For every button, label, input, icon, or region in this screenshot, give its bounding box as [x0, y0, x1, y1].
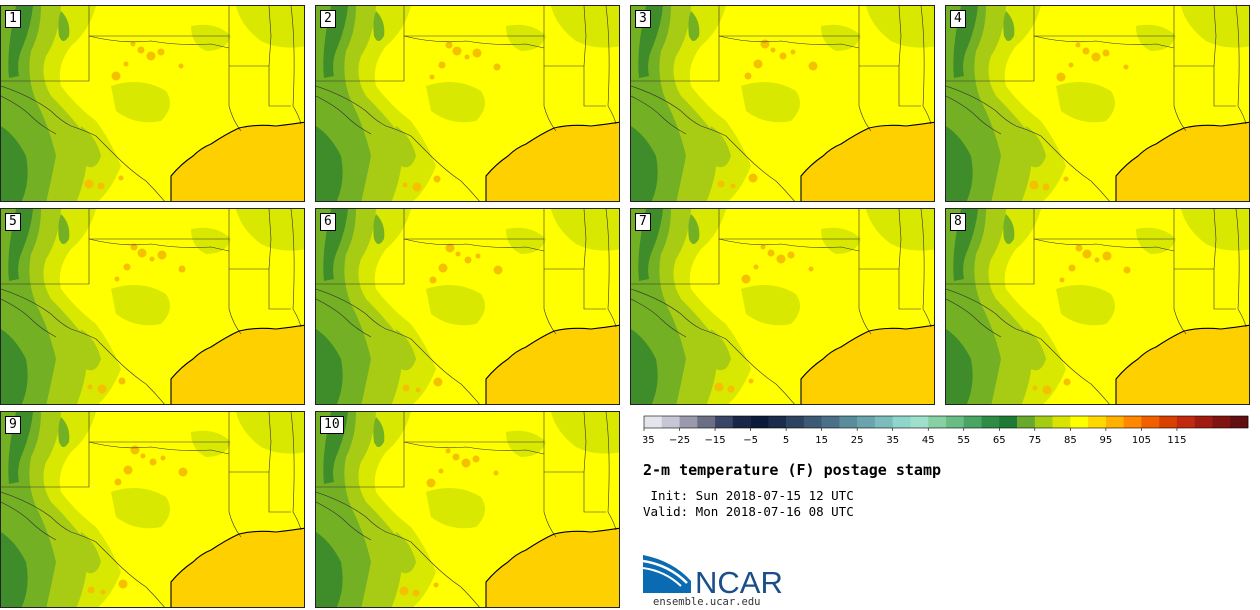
colorbar-segment [1052, 416, 1071, 428]
map-panel-4: 4 [945, 5, 1250, 202]
colorbar-segment [679, 416, 698, 428]
colorbar-segment [1070, 416, 1089, 428]
colorbar-segment [1034, 416, 1053, 428]
panel-number-label: 6 [320, 213, 336, 231]
colorbar-segment [1123, 416, 1142, 428]
map-canvas [631, 209, 934, 404]
map-canvas [946, 209, 1249, 404]
colorbar-segment [1017, 416, 1036, 428]
ncar-logo: NCAR [643, 555, 783, 595]
map-canvas [1, 6, 304, 201]
colorbar-segment [1159, 416, 1178, 428]
map-panel-8: 8 [945, 208, 1250, 405]
colorbar-segment [857, 416, 876, 428]
logo-url: ensemble.ucar.edu [653, 596, 761, 608]
colorbar-tick-label: −5 [743, 435, 758, 446]
colorbar-segment [821, 416, 840, 428]
colorbar-segment [1088, 416, 1107, 428]
colorbar-tick-label: −25 [669, 435, 690, 446]
map-canvas [631, 6, 934, 201]
colorbar-tick-label: 5 [783, 435, 789, 446]
colorbar-segment [892, 416, 911, 428]
map-panel-10: 10 [315, 411, 620, 608]
colorbar-tick-label: 15 [815, 435, 828, 446]
panel-number-label: 5 [5, 213, 21, 231]
map-panel-5: 5 [0, 208, 305, 405]
init-time: Init: Sun 2018-07-15 12 UTC [643, 488, 854, 503]
colorbar-tick-label: 25 [851, 435, 864, 446]
colorbar-segment [1230, 416, 1249, 428]
colorbar-segment [803, 416, 822, 428]
panel-number-label: 10 [320, 416, 344, 434]
colorbar-segment [750, 416, 769, 428]
colorbar-segment [928, 416, 947, 428]
colorbar-segment [981, 416, 1000, 428]
map-canvas [1, 209, 304, 404]
colorbar-segment [839, 416, 858, 428]
colorbar-segment [910, 416, 929, 428]
colorbar-segment [1194, 416, 1213, 428]
colorbar-tick-label: 115 [1167, 435, 1186, 446]
panel-number-label: 2 [320, 10, 336, 28]
map-canvas [946, 6, 1249, 201]
colorbar-tick-label: 95 [1100, 435, 1113, 446]
colorbar-tick-label: 75 [1028, 435, 1041, 446]
colorbar-tick-label: 35 [886, 435, 899, 446]
colorbar-segment [768, 416, 787, 428]
colorbar-tick-label: −15 [705, 435, 726, 446]
panel-number-label: 9 [5, 416, 21, 434]
panel-number-label: 8 [950, 213, 966, 231]
map-panel-7: 7 [630, 208, 935, 405]
ncar-logo-swoosh [643, 555, 691, 593]
map-canvas [316, 6, 619, 201]
colorbar-segment [1105, 416, 1124, 428]
colorbar-segment [999, 416, 1018, 428]
colorbar-segment [1176, 416, 1195, 428]
colorbar-tick-label: 85 [1064, 435, 1077, 446]
colorbar-segment [1141, 416, 1160, 428]
map-panel-9: 9 [0, 411, 305, 608]
colorbar-segment [644, 416, 663, 428]
panel-number-label: 1 [5, 10, 21, 28]
map-panel-3: 3 [630, 5, 935, 202]
map-canvas [316, 412, 619, 607]
colorbar-segment [963, 416, 982, 428]
map-panel-1: 1 [0, 5, 305, 202]
panel-number-label: 4 [950, 10, 966, 28]
colorbar-tick-label: 65 [993, 435, 1006, 446]
colorbar-segment [715, 416, 734, 428]
map-canvas [1, 412, 304, 607]
panel-number-label: 7 [635, 213, 651, 231]
ncar-logo-text: NCAR [695, 565, 783, 595]
valid-time: Valid: Mon 2018-07-16 08 UTC [643, 504, 854, 519]
colorbar-tick-label: 45 [922, 435, 935, 446]
colorbar-segment [732, 416, 751, 428]
colorbar-tick-label: 105 [1132, 435, 1151, 446]
map-panel-2: 2 [315, 5, 620, 202]
chart-title: 2-m temperature (F) postage stamp [643, 461, 942, 479]
map-panel-6: 6 [315, 208, 620, 405]
map-canvas [316, 209, 619, 404]
panel-number-label: 3 [635, 10, 651, 28]
colorbar-tick-label: 55 [957, 435, 970, 446]
colorbar-tick-label: −35 [643, 435, 655, 446]
colorbar-segment [1212, 416, 1231, 428]
colorbar-segment [661, 416, 680, 428]
colorbar-segment [946, 416, 965, 428]
temperature-colorbar: −35 −25 −15 −5 5 15 25 35 45 55 65 75 85 95 105 115 [643, 415, 1249, 446]
colorbar-segment [697, 416, 716, 428]
colorbar-segment [874, 416, 893, 428]
colorbar-segment [786, 416, 805, 428]
ncar-logo-swoosh-stripe [643, 559, 688, 584]
